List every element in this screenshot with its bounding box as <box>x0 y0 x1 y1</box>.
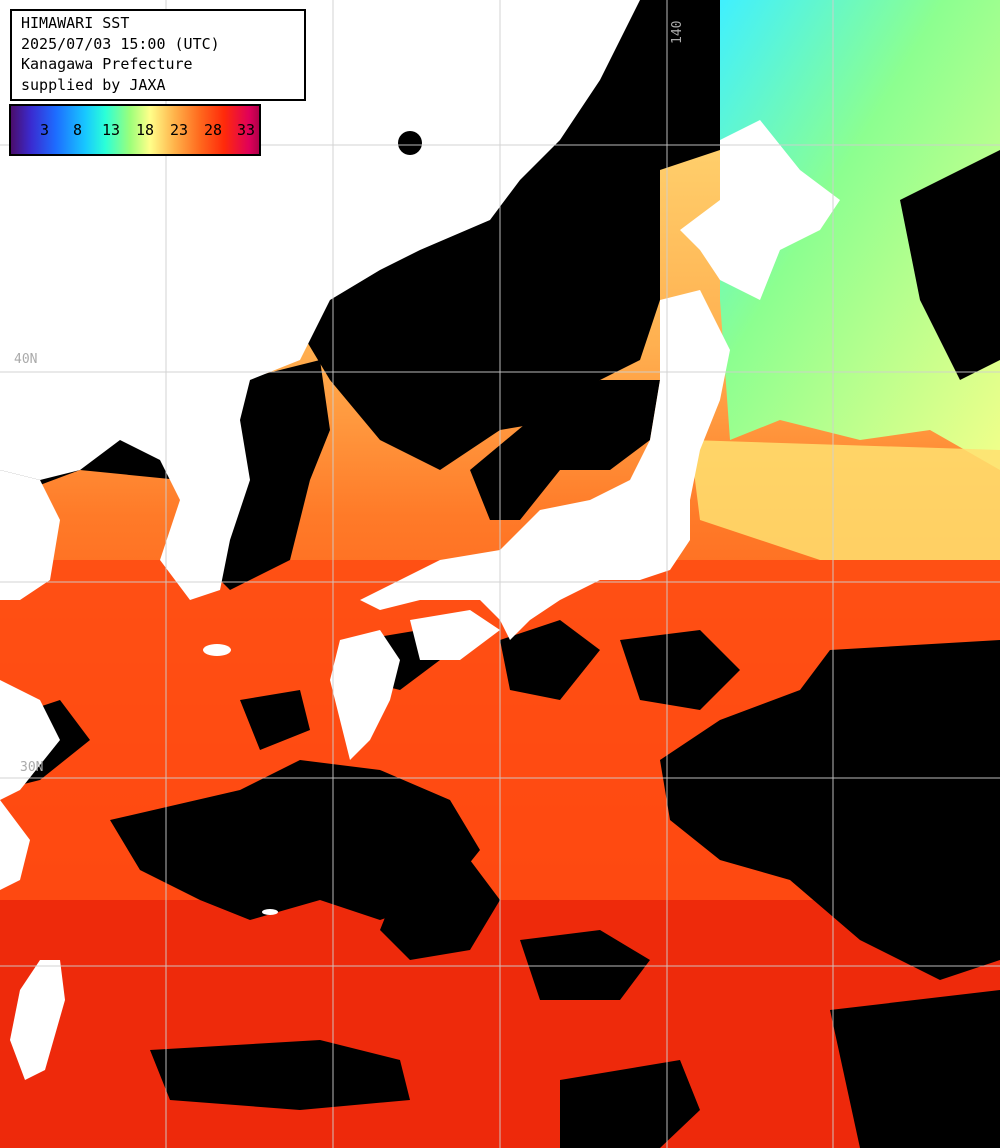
legend-tick: 13 <box>102 121 121 139</box>
cool-sea-tohoku <box>690 440 1000 560</box>
map-datetime: 2025/07/03 15:00 (UTC) <box>21 34 220 53</box>
legend-tick: 3 <box>40 121 50 139</box>
legend-tick: 33 <box>237 121 256 139</box>
legend-tick: 18 <box>136 121 155 139</box>
lat-label-30n: 30N <box>20 760 44 775</box>
legend-tick: 8 <box>73 121 83 139</box>
legend-tick: 23 <box>170 121 189 139</box>
legend-tick: 28 <box>204 121 223 139</box>
lon-label-140: 140 <box>670 20 685 44</box>
sst-color-legend: 3 8 13 18 23 28 33 <box>9 104 261 156</box>
cool-sea-north <box>720 0 1000 470</box>
map-title: HIMAWARI SST <box>21 14 130 32</box>
lat-label-40n: 40N <box>14 352 38 367</box>
map-info-box: HIMAWARI SST 2025/07/03 15:00 (UTC) Kana… <box>10 9 306 101</box>
map-region: Kanagawa Prefecture <box>21 55 193 73</box>
map-credit: supplied by JAXA <box>21 75 166 94</box>
